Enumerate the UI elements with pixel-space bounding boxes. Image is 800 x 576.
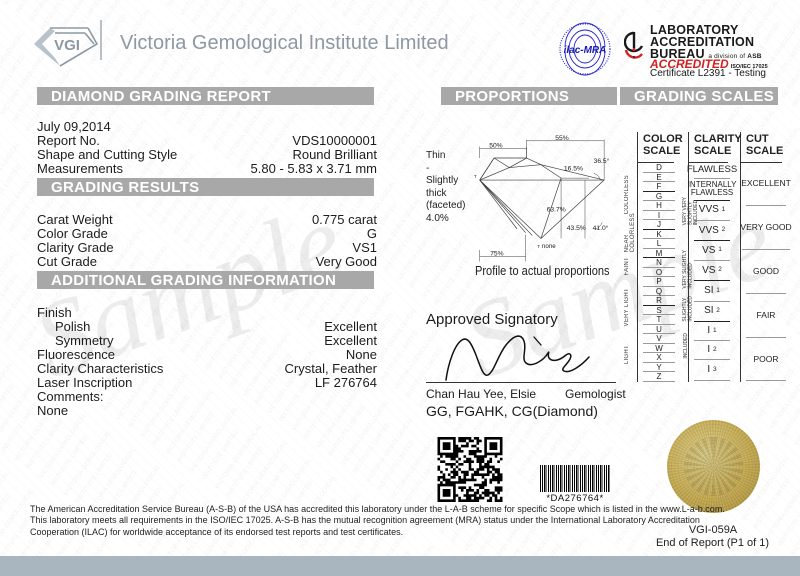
- svg-text:43.5%: 43.5%: [567, 225, 586, 232]
- svg-text:63.7%: 63.7%: [547, 207, 566, 214]
- svg-text:50%: 50%: [489, 142, 502, 149]
- svg-text:none: none: [542, 243, 556, 250]
- svg-text:16.5%: 16.5%: [564, 165, 583, 172]
- svg-text:ilac-MRA: ilac-MRA: [564, 45, 607, 56]
- svg-text:36.5°: 36.5°: [594, 157, 610, 165]
- svg-text:VGI: VGI: [54, 37, 80, 54]
- svg-text:T: T: [537, 244, 540, 250]
- svg-text:T: T: [474, 174, 477, 180]
- svg-text:55%: 55%: [555, 135, 568, 142]
- svg-text:75%: 75%: [490, 251, 503, 258]
- svg-text:41.0°: 41.0°: [593, 224, 609, 232]
